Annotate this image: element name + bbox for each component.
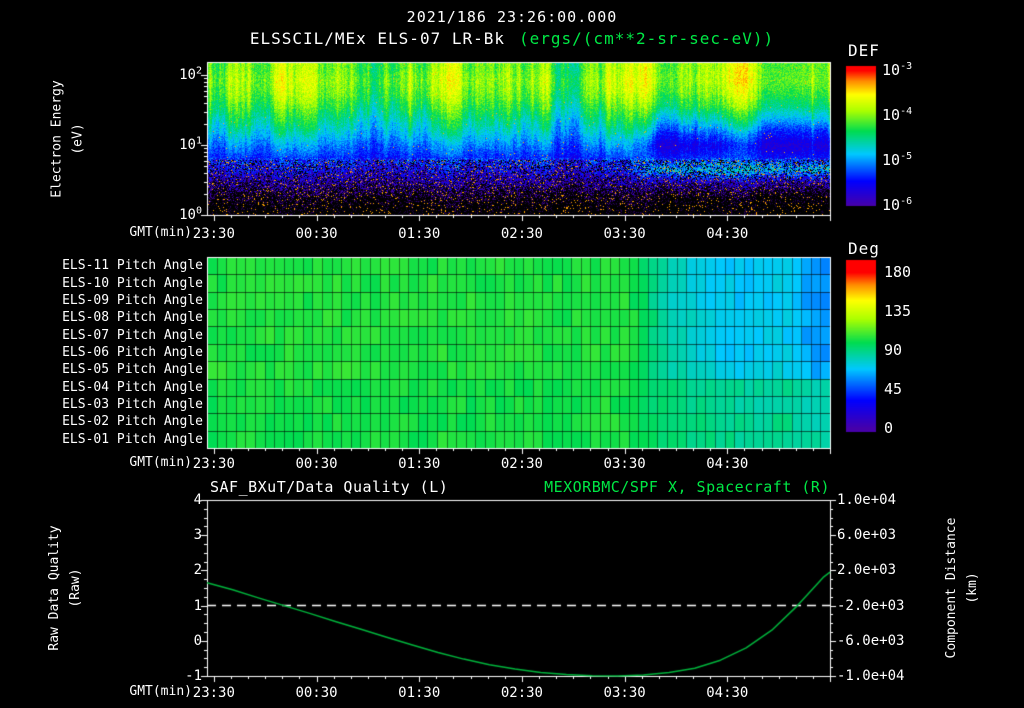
pitch-row-label: ELS-07 Pitch Angle xyxy=(62,327,203,343)
pitch-row-label: ELS-02 Pitch Angle xyxy=(62,414,203,430)
spectrogram-xaxis-caption: GMT(min) xyxy=(129,225,192,240)
header-units-label: (ergs/(cm**2-sr-sec-eV)) xyxy=(519,29,775,48)
timeseries-right-y-tick-label: -1.0e+04 xyxy=(837,668,905,684)
deg-colorbar-tick-label: 135 xyxy=(884,302,912,320)
timeseries-right-y-tick-label: 2.0e+03 xyxy=(837,562,897,579)
pitch-x-tick-label: 01:30 xyxy=(398,456,441,472)
timeseries-x-tick-label: 02:30 xyxy=(500,685,543,701)
timeseries-left-y-tick-label: 2 xyxy=(193,562,202,579)
timeseries-title-left: SAF_BXuT/Data Quality (L) xyxy=(210,478,449,496)
timeseries-left-yaxis-units: (Raw) xyxy=(68,568,83,608)
spectrogram-y-tick-label: 101 xyxy=(179,135,202,153)
timeseries-left-yaxis-label: Raw Data Quality xyxy=(47,525,62,651)
deg-colorbar-tick-label: 180 xyxy=(884,263,912,281)
spectrogram-x-tick-label: 03:30 xyxy=(603,226,646,242)
timeseries-left-y-tick-label: 4 xyxy=(193,492,202,508)
timeseries-x-tick-label: 00:30 xyxy=(295,685,338,701)
header-timestamp: 2021/186 23:26:00.000 xyxy=(406,8,618,26)
timeseries-title-right: MEXORBMC/SPF X, Spacecraft (R) xyxy=(544,478,830,496)
header-instrument-label: ELSSCIL/MEx ELS-07 LR-Bk xyxy=(249,29,505,48)
pitch-row-label: ELS-11 Pitch Angle xyxy=(62,258,203,274)
spectrogram-y-tick-label: 100 xyxy=(179,205,202,223)
spectrogram-x-tick-label: 00:30 xyxy=(295,226,338,242)
timeseries-x-tick-label: 23:30 xyxy=(192,685,235,701)
timeseries-right-yaxis-units: (km) xyxy=(965,572,980,604)
pitch-x-tick-label: 03:30 xyxy=(603,456,646,472)
def-colorbar-tick-label: 10-6 xyxy=(882,196,913,214)
timeseries-right-yaxis-label: Component Distance xyxy=(944,517,959,659)
pitch-x-tick-label: 23:30 xyxy=(192,456,235,472)
deg-colorbar-tick-label: 45 xyxy=(884,380,903,398)
timeseries-left-y-tick-label: 0 xyxy=(193,632,202,649)
pitch-row-label: ELS-01 Pitch Angle xyxy=(62,431,203,447)
pitch-row-label: ELS-03 Pitch Angle xyxy=(62,397,203,413)
timeseries-right-y-tick-label: 1.0e+04 xyxy=(837,492,897,508)
def-colorbar-tick-label: 10-3 xyxy=(882,61,913,79)
header-plot-title: ELSSCIL/MEx ELS-07 LR-Bk (ergs/(cm**2-sr-… xyxy=(0,29,1024,48)
timeseries-xaxis-caption: GMT(min) xyxy=(129,684,192,699)
timeseries-right-y-tick-label: 6.0e+03 xyxy=(837,527,897,544)
pitch-xaxis-caption: GMT(min) xyxy=(129,455,192,470)
timeseries-left-y-tick-label: -1 xyxy=(185,668,202,684)
timeseries-x-tick-label: 03:30 xyxy=(603,685,646,701)
spectrogram-yaxis-units: (eV) xyxy=(70,122,85,155)
def-colorbar-title: DEF xyxy=(848,41,880,60)
def-colorbar-tick-label: 10-5 xyxy=(882,151,913,169)
pitch-row-label: ELS-10 Pitch Angle xyxy=(62,275,203,291)
deg-colorbar-title: Deg xyxy=(848,239,880,258)
timeseries-left-y-tick-label: 3 xyxy=(193,527,202,544)
timeseries-right-y-tick-label: -2.0e+03 xyxy=(837,597,905,614)
pitch-row-label: ELS-04 Pitch Angle xyxy=(62,379,203,395)
timeseries-right-y-tick-label: -6.0e+03 xyxy=(837,632,905,649)
def-colorbar-tick-label: 10-4 xyxy=(882,106,913,124)
spectrogram-x-tick-label: 23:30 xyxy=(192,226,235,242)
pitch-x-tick-label: 02:30 xyxy=(500,456,543,472)
spectrogram-x-tick-label: 02:30 xyxy=(500,226,543,242)
timeseries-x-tick-label: 01:30 xyxy=(398,685,441,701)
spectrogram-x-tick-label: 04:30 xyxy=(706,226,749,242)
spectrogram-y-tick-label: 102 xyxy=(179,65,202,83)
pitch-row-label: ELS-06 Pitch Angle xyxy=(62,345,203,360)
pitch-x-tick-label: 04:30 xyxy=(706,456,749,472)
timeseries-x-tick-label: 04:30 xyxy=(706,685,749,701)
pitch-row-label: ELS-08 Pitch Angle xyxy=(62,310,203,326)
pitch-row-label: ELS-09 Pitch Angle xyxy=(62,292,203,308)
deg-colorbar-tick-label: 0 xyxy=(884,419,894,437)
timeseries-left-y-tick-label: 1 xyxy=(193,597,202,614)
deg-colorbar-tick-label: 90 xyxy=(884,341,903,359)
pitch-row-label: ELS-05 Pitch Angle xyxy=(62,362,203,378)
spectrogram-yaxis-label: Electron Energy xyxy=(49,79,64,198)
spectrogram-x-tick-label: 01:30 xyxy=(398,226,441,242)
pitch-x-tick-label: 00:30 xyxy=(295,456,338,472)
